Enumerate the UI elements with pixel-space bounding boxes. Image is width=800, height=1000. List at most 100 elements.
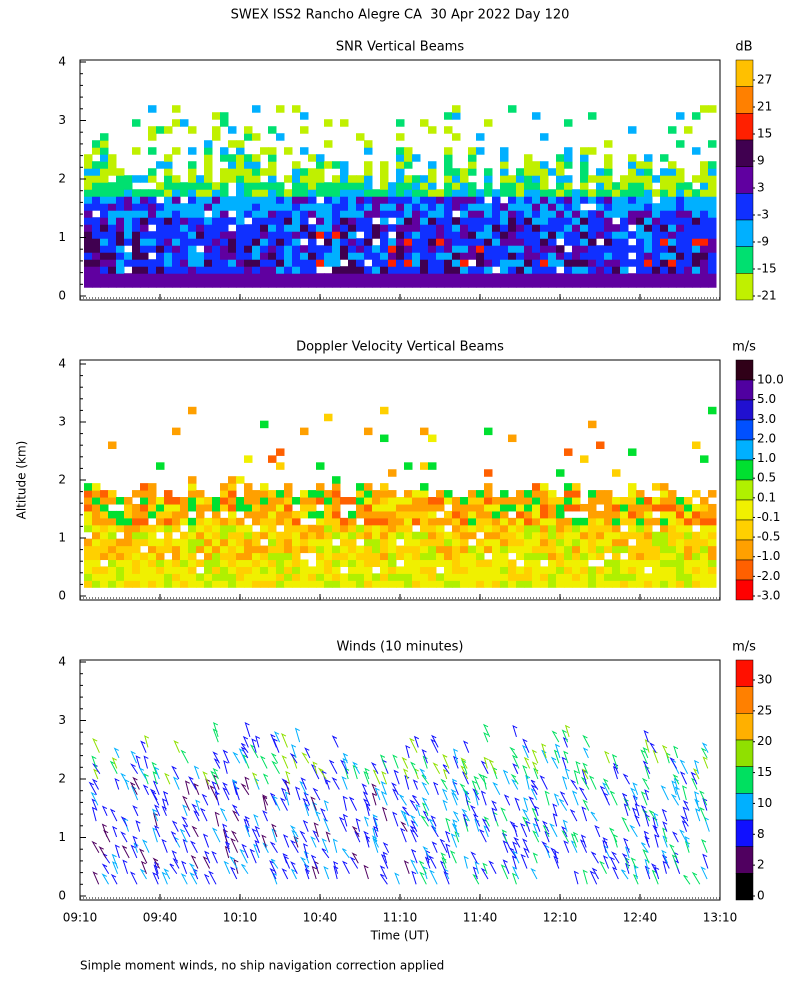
wind-barb [244, 824, 251, 838]
field-cell [92, 168, 101, 176]
field-cell [604, 280, 613, 288]
wind-barb [181, 860, 188, 874]
field-cell [84, 161, 93, 169]
field-cell [660, 189, 669, 197]
field-cell [436, 217, 445, 225]
field-cell [516, 517, 525, 526]
y-tick-label: 4 [58, 655, 66, 669]
field-cell [452, 182, 461, 190]
field-cell [676, 503, 685, 512]
field-cell [84, 573, 93, 581]
wind-barb [582, 734, 591, 748]
field-cell [156, 203, 165, 211]
wind-barb [621, 816, 630, 832]
field-cell [636, 175, 645, 183]
wind-barb [410, 820, 418, 832]
field-cell [700, 510, 709, 519]
field-cell [668, 580, 677, 588]
field-cell [444, 189, 453, 197]
wind-barb [101, 805, 108, 817]
wind-barb [442, 768, 448, 780]
field-cell [380, 182, 389, 190]
field-cell [700, 161, 709, 169]
panel-title: Winds (10 minutes) [336, 640, 463, 655]
wind-barb [573, 870, 579, 885]
field-cell [428, 580, 437, 588]
field-cell [612, 524, 621, 533]
field-cell [636, 280, 645, 288]
field-cell [260, 420, 269, 429]
field-cell [284, 238, 293, 246]
colorbar-unit: m/s [732, 640, 756, 655]
wind-barb [634, 803, 640, 816]
field-cell [484, 280, 493, 288]
field-cell [676, 559, 685, 567]
field-cell [228, 252, 237, 260]
field-cell [268, 573, 277, 581]
wind-barb [201, 793, 209, 806]
field-cell [380, 538, 389, 547]
field-cell [380, 266, 389, 274]
field-cell [332, 510, 341, 519]
field-cell [228, 126, 237, 134]
colorbar-label: 15 [757, 765, 772, 779]
field-cell [484, 497, 493, 505]
field-cell [164, 210, 173, 218]
field-cell [708, 140, 717, 148]
field-cell [452, 531, 461, 540]
field-cell [540, 573, 549, 581]
field-cell [340, 182, 349, 190]
field-cell [516, 168, 525, 176]
field-cell [196, 203, 205, 211]
wind-barb [152, 827, 158, 843]
field-cell [340, 497, 349, 505]
field-cell [588, 245, 597, 253]
field-cell [364, 147, 373, 155]
field-cell [524, 503, 533, 512]
wind-barb [422, 866, 428, 880]
field-cell [460, 510, 469, 519]
wind-barb [152, 812, 158, 827]
field-cell [452, 105, 461, 113]
field-cell [132, 266, 141, 274]
field-cell [404, 231, 413, 239]
field-cell [564, 154, 573, 162]
field-cell [276, 259, 285, 267]
wind-barb [590, 851, 599, 864]
field-cell [364, 566, 373, 574]
field-cell [412, 189, 421, 197]
field-cell [436, 210, 445, 218]
field-cell [620, 252, 629, 260]
wind-barb [602, 836, 609, 848]
field-cell [588, 552, 597, 561]
wind-barb [483, 731, 489, 743]
field-cell [540, 259, 549, 267]
field-cell [532, 196, 541, 204]
field-cell [540, 196, 549, 204]
field-cell [292, 245, 301, 253]
field-cell [668, 531, 677, 540]
wind-barb [304, 803, 310, 817]
field-cell [196, 517, 205, 526]
field-cell [604, 217, 613, 225]
wind-barb [253, 814, 259, 827]
field-cell [380, 573, 389, 581]
field-cell [668, 238, 677, 246]
field-cell [356, 266, 365, 274]
colorbar-label: 21 [757, 100, 772, 114]
field-cell [108, 573, 117, 581]
field-cell [372, 273, 381, 281]
field-cell [676, 280, 685, 288]
field-cell [460, 217, 469, 225]
field-cell [140, 217, 149, 225]
field-cell [188, 503, 197, 512]
wind-barb [581, 806, 588, 822]
wind-barb [372, 827, 378, 843]
field-cell [268, 566, 277, 574]
field-cell [548, 280, 557, 288]
field-cell [540, 161, 549, 169]
field-cell [204, 203, 213, 211]
field-cell [668, 252, 677, 260]
field-cell [652, 538, 661, 547]
field-cell [348, 517, 357, 526]
